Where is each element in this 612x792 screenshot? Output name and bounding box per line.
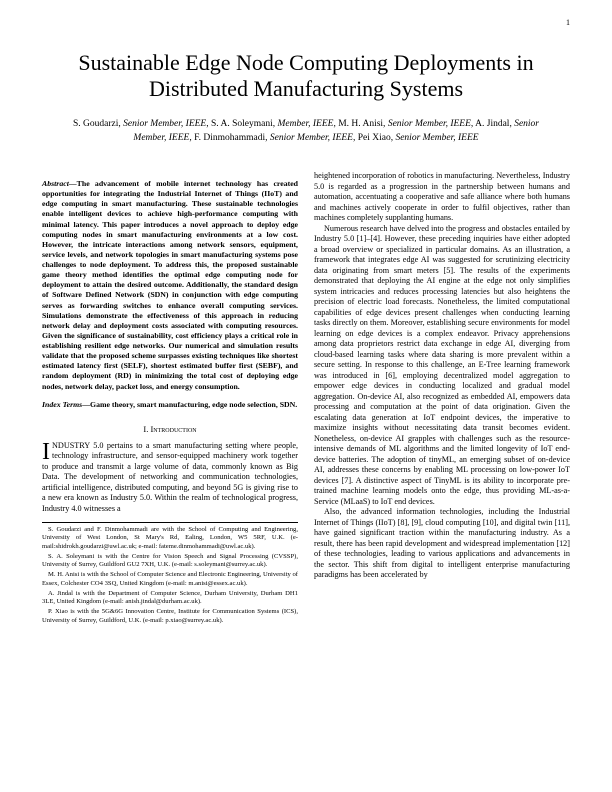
index-terms-text: Game theory, smart manufacturing, edge n… (90, 400, 297, 409)
right-para-2: Numerous research have delved into the p… (314, 224, 570, 508)
page-number: 1 (566, 18, 570, 27)
authors-line: S. Goudarzi, Senior Member, IEEE, S. A. … (42, 117, 570, 146)
two-column-layout: Abstract—The advancement of mobile inter… (42, 171, 570, 627)
author-affiliations: S. Goudarzi and F. Dinmohammadi are with… (42, 522, 298, 625)
right-para-3: Also, the advanced information technolog… (314, 507, 570, 581)
left-column: Abstract—The advancement of mobile inter… (42, 171, 298, 627)
intro-paragraph: INDUSTRY 5.0 pertains to a smart manufac… (42, 441, 298, 515)
right-column: heightened incorporation of robotics in … (314, 171, 570, 627)
affiliation-4: A. Jindal is with the Department of Comp… (42, 590, 298, 606)
index-terms-label: Index Terms— (42, 400, 90, 409)
dropcap-letter: I (42, 441, 52, 462)
affiliation-2: S. A. Soleymani is with the Centre for V… (42, 553, 298, 569)
affiliation-3: M. H. Anisi is with the School of Comput… (42, 571, 298, 587)
index-terms: Index Terms—Game theory, smart manufactu… (42, 400, 298, 410)
abstract-label: Abstract— (42, 179, 77, 188)
intro-text: NDUSTRY 5.0 pertains to a smart manufact… (42, 441, 298, 513)
affiliation-1: S. Goudarzi and F. Dinmohammadi are with… (42, 526, 298, 551)
section-heading-intro: I. Introduction (42, 424, 298, 435)
abstract-text: The advancement of mobile internet techn… (42, 179, 298, 391)
paper-page: 1 Sustainable Edge Node Computing Deploy… (0, 0, 612, 792)
affiliation-5: P. Xiao is with the 5G&6G Innovation Cen… (42, 608, 298, 624)
right-para-1: heightened incorporation of robotics in … (314, 171, 570, 224)
abstract-block: Abstract—The advancement of mobile inter… (42, 179, 298, 392)
paper-title: Sustainable Edge Node Computing Deployme… (42, 50, 570, 103)
